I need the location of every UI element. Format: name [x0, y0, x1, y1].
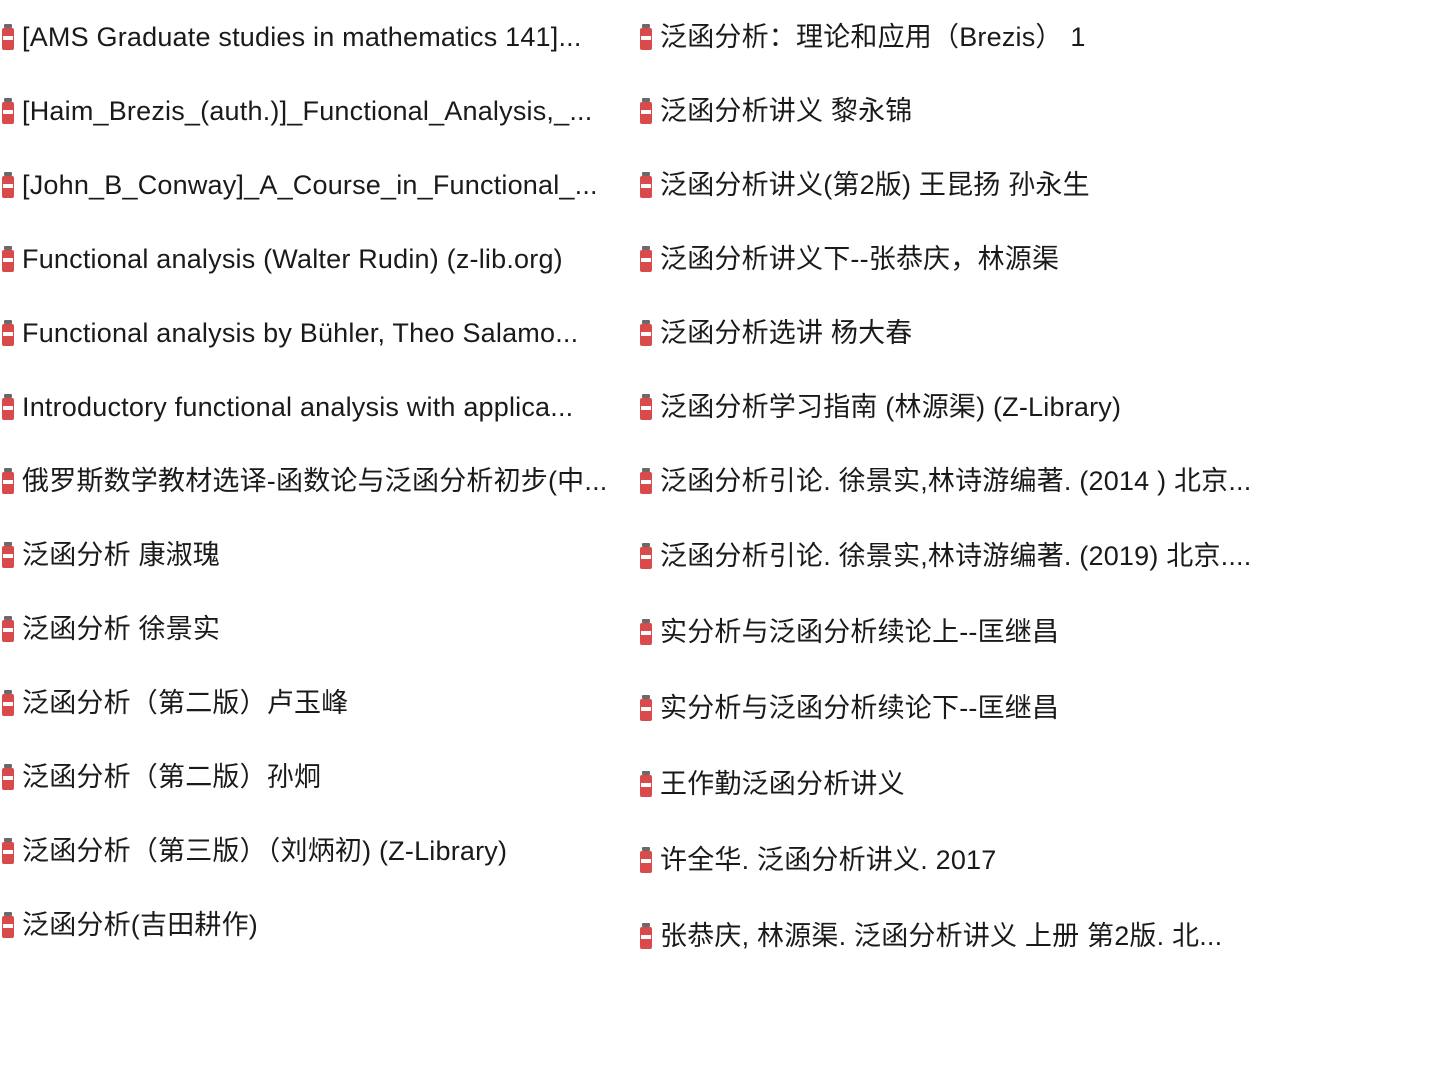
- pdf-icon: [2, 320, 14, 346]
- file-item[interactable]: 泛函分析引论. 徐景实,林诗游编著. (2019) 北京....: [640, 518, 1440, 594]
- file-label: 泛函分析（第三版）（刘炳初) (Z-Library): [22, 835, 507, 867]
- file-item[interactable]: 泛函分析 徐景实: [0, 592, 640, 666]
- file-item[interactable]: [Haim_Brezis_(auth.)]_Functional_Analysi…: [0, 74, 640, 148]
- file-label: 泛函分析 康淑瑰: [22, 539, 220, 571]
- file-item[interactable]: 张恭庆, 林源渠. 泛函分析讲义 上册 第2版. 北...: [640, 898, 1440, 974]
- pdf-icon: [640, 468, 652, 494]
- pdf-icon: [2, 172, 14, 198]
- pdf-icon: [640, 543, 652, 569]
- file-column-right: 泛函分析：理论和应用（Brezis） 1 泛函分析讲义 黎永锦 泛函分析讲义(第…: [640, 0, 1440, 1080]
- pdf-icon: [2, 542, 14, 568]
- pdf-icon: [2, 838, 14, 864]
- file-label: 泛函分析(吉田耕作): [22, 909, 258, 941]
- file-label: 泛函分析引论. 徐景实,林诗游编著. (2014 ) 北京...: [660, 465, 1251, 497]
- pdf-icon: [2, 246, 14, 272]
- file-label: 张恭庆, 林源渠. 泛函分析讲义 上册 第2版. 北...: [660, 920, 1222, 952]
- pdf-icon: [640, 246, 652, 272]
- pdf-icon: [640, 24, 652, 50]
- pdf-icon: [2, 24, 14, 50]
- file-label: 俄罗斯数学教材选译-函数论与泛函分析初步(中...: [22, 465, 608, 497]
- file-label: 泛函分析引论. 徐景实,林诗游编著. (2019) 北京....: [660, 540, 1251, 572]
- file-item[interactable]: 泛函分析讲义 黎永锦: [640, 74, 1440, 148]
- file-item[interactable]: 泛函分析（第三版）（刘炳初) (Z-Library): [0, 814, 640, 888]
- file-label: 许全华. 泛函分析讲义. 2017: [660, 844, 996, 876]
- file-label: 泛函分析（第二版）孙炯: [22, 761, 321, 793]
- pdf-icon: [640, 771, 652, 797]
- pdf-icon: [640, 619, 652, 645]
- file-item[interactable]: 泛函分析讲义下--张恭庆，林源渠: [640, 222, 1440, 296]
- pdf-icon: [2, 394, 14, 420]
- file-label: [John_B_Conway]_A_Course_in_Functional_.…: [22, 169, 598, 201]
- file-label: 泛函分析学习指南 (林源渠) (Z-Library): [660, 391, 1121, 423]
- pdf-icon: [640, 320, 652, 346]
- pdf-icon: [640, 394, 652, 420]
- file-item[interactable]: 实分析与泛函分析续论下--匡继昌: [640, 670, 1440, 746]
- file-item[interactable]: 实分析与泛函分析续论上--匡继昌: [640, 594, 1440, 670]
- file-label: [Haim_Brezis_(auth.)]_Functional_Analysi…: [22, 95, 592, 127]
- file-list-container: [AMS Graduate studies in mathematics 141…: [0, 0, 1440, 1080]
- pdf-icon: [640, 98, 652, 124]
- file-label: 泛函分析讲义下--张恭庆，林源渠: [660, 243, 1059, 275]
- pdf-icon: [2, 616, 14, 642]
- file-item[interactable]: 泛函分析 康淑瑰: [0, 518, 640, 592]
- file-label: Functional analysis (Walter Rudin) (z-li…: [22, 243, 563, 275]
- file-label: 泛函分析讲义(第2版) 王昆扬 孙永生: [660, 169, 1090, 201]
- pdf-icon: [640, 847, 652, 873]
- file-item[interactable]: 王作勤泛函分析讲义: [640, 746, 1440, 822]
- file-label: 泛函分析：理论和应用（Brezis） 1: [660, 21, 1086, 53]
- file-label: Functional analysis by Bühler, Theo Sala…: [22, 317, 578, 349]
- pdf-icon: [640, 923, 652, 949]
- file-item[interactable]: 泛函分析（第二版）孙炯: [0, 740, 640, 814]
- file-item[interactable]: 泛函分析讲义(第2版) 王昆扬 孙永生: [640, 148, 1440, 222]
- pdf-icon: [2, 912, 14, 938]
- file-column-left: [AMS Graduate studies in mathematics 141…: [0, 0, 640, 1080]
- file-item[interactable]: 许全华. 泛函分析讲义. 2017: [640, 822, 1440, 898]
- file-item[interactable]: [John_B_Conway]_A_Course_in_Functional_.…: [0, 148, 640, 222]
- file-item[interactable]: Functional analysis (Walter Rudin) (z-li…: [0, 222, 640, 296]
- file-item[interactable]: 泛函分析：理论和应用（Brezis） 1: [640, 0, 1440, 74]
- file-label: 泛函分析讲义 黎永锦: [660, 95, 913, 127]
- file-item[interactable]: [AMS Graduate studies in mathematics 141…: [0, 0, 640, 74]
- file-label: 泛函分析（第二版）卢玉峰: [22, 687, 348, 719]
- file-item[interactable]: 泛函分析(吉田耕作): [0, 888, 640, 962]
- pdf-icon: [640, 695, 652, 721]
- pdf-icon: [2, 764, 14, 790]
- pdf-icon: [2, 468, 14, 494]
- pdf-icon: [640, 172, 652, 198]
- file-label: 实分析与泛函分析续论上--匡继昌: [660, 616, 1059, 648]
- file-item[interactable]: 泛函分析学习指南 (林源渠) (Z-Library): [640, 370, 1440, 444]
- file-item[interactable]: Introductory functional analysis with ap…: [0, 370, 640, 444]
- file-label: 泛函分析 徐景实: [22, 613, 220, 645]
- pdf-icon: [2, 690, 14, 716]
- file-label: Introductory functional analysis with ap…: [22, 391, 573, 423]
- file-item[interactable]: 泛函分析选讲 杨大春: [640, 296, 1440, 370]
- file-label: 泛函分析选讲 杨大春: [660, 317, 913, 349]
- file-label: 实分析与泛函分析续论下--匡继昌: [660, 692, 1059, 724]
- file-label: [AMS Graduate studies in mathematics 141…: [22, 21, 582, 53]
- file-item[interactable]: 泛函分析（第二版）卢玉峰: [0, 666, 640, 740]
- file-item[interactable]: 俄罗斯数学教材选译-函数论与泛函分析初步(中...: [0, 444, 640, 518]
- file-label: 王作勤泛函分析讲义: [660, 768, 905, 800]
- pdf-icon: [2, 98, 14, 124]
- file-item[interactable]: 泛函分析引论. 徐景实,林诗游编著. (2014 ) 北京...: [640, 444, 1440, 518]
- file-item[interactable]: Functional analysis by Bühler, Theo Sala…: [0, 296, 640, 370]
